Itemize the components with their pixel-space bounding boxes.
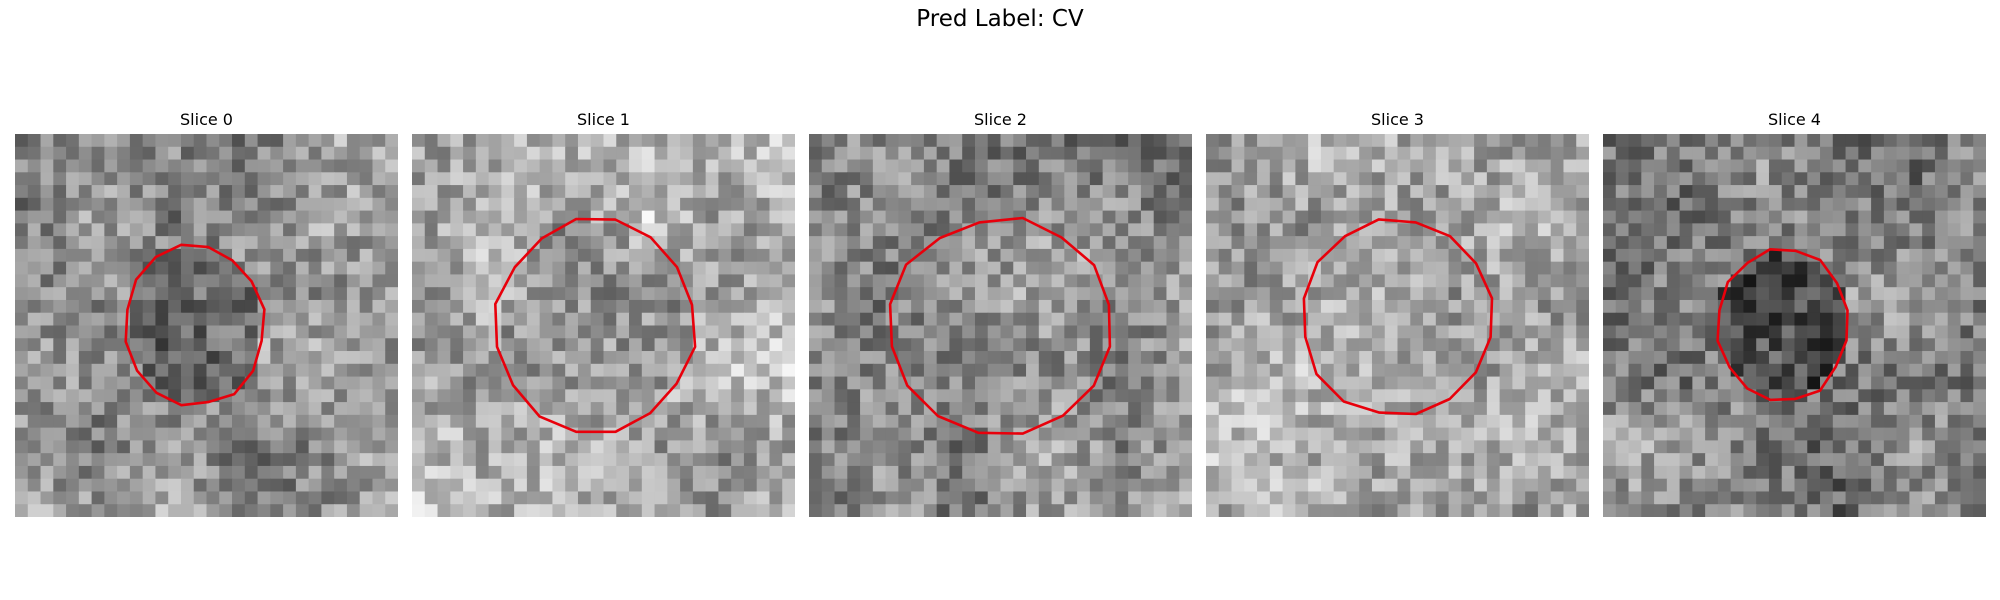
- panel-title: Slice 4: [1768, 110, 1821, 129]
- slice-image: [15, 134, 398, 517]
- panel-title: Slice 1: [577, 110, 630, 129]
- panel-title: Slice 0: [180, 110, 233, 129]
- red-contour: [888, 216, 1112, 435]
- red-contour: [124, 243, 266, 407]
- red-contour: [1302, 218, 1494, 416]
- slice-image: [412, 134, 795, 517]
- panel-title: Slice 2: [974, 110, 1027, 129]
- slice-image: [1206, 134, 1589, 517]
- red-contour: [1716, 248, 1849, 402]
- panel-title: Slice 3: [1371, 110, 1424, 129]
- figure-title: Pred Label: CV: [916, 6, 1084, 32]
- slice-image: [1603, 134, 1986, 517]
- slice-image: [809, 134, 1192, 517]
- red-contour: [494, 217, 697, 434]
